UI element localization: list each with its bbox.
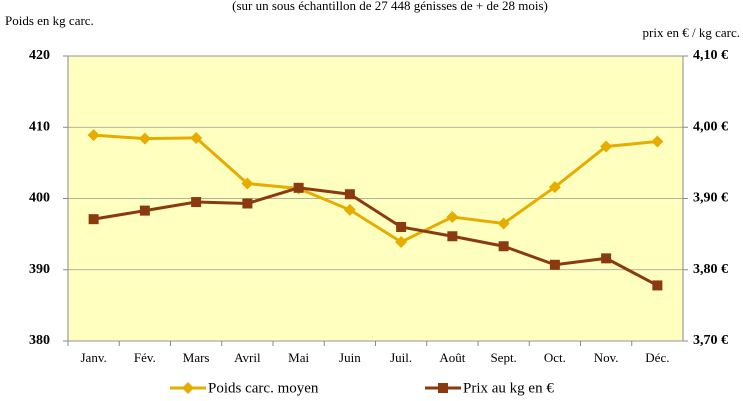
data-point bbox=[190, 131, 203, 144]
x-tick-label: Sept. bbox=[490, 350, 516, 365]
data-point bbox=[293, 182, 304, 193]
data-point bbox=[395, 235, 408, 248]
y-tick-label: 380 bbox=[29, 333, 50, 348]
x-tick-label: Avril bbox=[234, 350, 261, 365]
data-point bbox=[191, 197, 202, 208]
data-point bbox=[548, 181, 561, 194]
x-tick-label: Juin bbox=[339, 350, 361, 365]
legend-label: Poids carc. moyen bbox=[208, 380, 319, 396]
x-tick-label: Août bbox=[439, 350, 465, 365]
data-point bbox=[88, 214, 99, 225]
data-point bbox=[138, 132, 151, 145]
y-tick-label: 400 bbox=[29, 191, 50, 206]
x-tick-label: Mai bbox=[288, 350, 309, 365]
x-tick-label: Nov. bbox=[594, 350, 619, 365]
series-line bbox=[93, 133, 658, 244]
x-tick-label: Janv. bbox=[81, 350, 107, 365]
chart-subtitle: (sur un sous échantillon de 27 448 génis… bbox=[232, 0, 548, 13]
legend-marker bbox=[182, 382, 194, 394]
data-point bbox=[651, 135, 664, 148]
x-tick-label: Fév. bbox=[134, 350, 156, 365]
data-point bbox=[601, 253, 612, 264]
y2-tick-label: 4,00 € bbox=[693, 119, 728, 134]
data-point bbox=[87, 129, 100, 142]
data-point bbox=[497, 217, 510, 230]
x-tick-label: Oct. bbox=[544, 350, 566, 365]
data-point bbox=[498, 241, 509, 252]
y2-tick-label: 3,90 € bbox=[693, 191, 728, 206]
y-tick-label: 420 bbox=[29, 48, 50, 63]
data-point bbox=[343, 203, 356, 216]
data-point bbox=[549, 259, 560, 270]
x-tick-label: Mars bbox=[183, 350, 210, 365]
data-point bbox=[396, 222, 407, 232]
data-point bbox=[446, 211, 459, 224]
legend-label: Prix au kg en € bbox=[463, 380, 554, 396]
data-point bbox=[242, 198, 253, 209]
y2-tick-label: 3,70 € bbox=[693, 333, 728, 348]
y2-axis-label: prix en € / kg carc. bbox=[643, 25, 740, 40]
data-point bbox=[139, 205, 150, 216]
x-tick-label: Juil. bbox=[390, 350, 412, 365]
data-point bbox=[600, 140, 613, 153]
y2-tick-label: 4,10 € bbox=[693, 48, 728, 63]
y-tick-label: 390 bbox=[29, 262, 50, 277]
x-tick-label: Déc. bbox=[645, 350, 669, 365]
legend-marker bbox=[438, 383, 448, 393]
data-point bbox=[344, 189, 355, 200]
y2-tick-label: 3,80 € bbox=[693, 262, 728, 277]
data-point bbox=[447, 231, 458, 242]
y-tick-label: 410 bbox=[29, 119, 50, 134]
data-point bbox=[652, 280, 663, 291]
y-axis-label: Poids en kg carc. bbox=[5, 13, 94, 28]
data-point bbox=[241, 177, 254, 190]
series-line bbox=[93, 186, 659, 287]
